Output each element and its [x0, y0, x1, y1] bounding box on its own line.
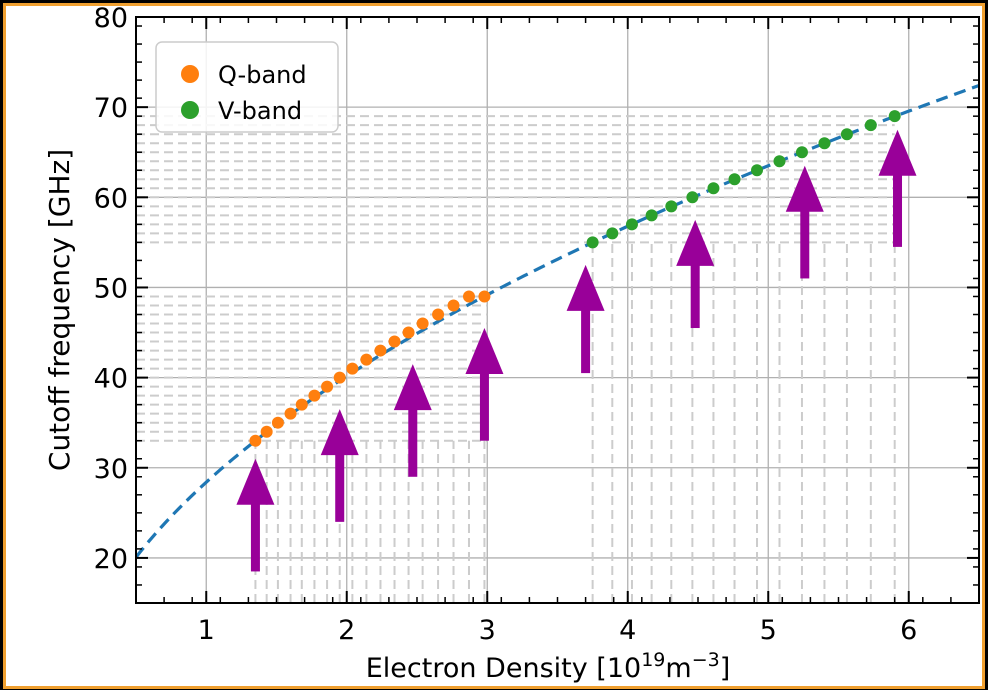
y-axis-label: Cutoff frequency [GHz]: [43, 149, 76, 471]
v-band-point: [795, 146, 808, 159]
y-tick-label: 30: [94, 454, 128, 485]
q-band-point: [402, 326, 415, 339]
v-band-point: [586, 236, 599, 249]
q-band-point: [284, 407, 297, 420]
q-band-point: [346, 362, 359, 375]
v-band-point: [665, 200, 678, 213]
v-band-point: [625, 218, 638, 231]
y-tick-label: 60: [94, 183, 128, 214]
q-band-point: [333, 371, 346, 384]
axis-ticks: 1 2 3 4 5 6 20 30 40 50 60 70 80: [94, 6, 980, 646]
v-band-point: [707, 182, 720, 195]
arrow-head: [676, 219, 715, 266]
up-arrow: [320, 409, 359, 522]
q-band-point: [374, 344, 387, 357]
x-axis-label: Electron Density [1019m−3]: [366, 649, 731, 684]
legend-marker-v-band: [181, 101, 199, 119]
arrow-head: [465, 328, 504, 375]
v-band-point: [751, 164, 764, 177]
band-comb-lines: [136, 115, 896, 603]
y-tick-label: 50: [94, 273, 128, 304]
data-points: [249, 110, 901, 447]
arrow-head: [320, 409, 359, 456]
q-band-point: [416, 317, 429, 330]
q-band-point: [447, 299, 460, 312]
x-tick-label: 5: [760, 615, 777, 646]
arrow-shaft: [581, 309, 591, 374]
arrow-head: [566, 264, 605, 311]
arrow-shaft: [479, 373, 489, 441]
arrow-shaft: [690, 264, 700, 329]
legend-label-v-band: V-band: [218, 97, 302, 125]
q-band-point: [249, 434, 262, 447]
q-band-point: [462, 290, 475, 303]
x-tick-label: 4: [619, 615, 636, 646]
arrow-head: [878, 129, 917, 176]
q-band-point: [388, 335, 401, 348]
x-tick-label: 2: [338, 615, 355, 646]
up-arrow: [566, 264, 605, 374]
up-arrow: [676, 219, 715, 329]
v-band-point: [888, 110, 901, 123]
arrow-shaft: [335, 454, 345, 522]
y-tick-label: 70: [94, 93, 128, 124]
q-band-point: [308, 389, 321, 402]
arrow-head: [393, 364, 432, 411]
chart-frame: 1 2 3 4 5 6 20 30 40 50 60 70 80 Q-band V-band Elect…: [3, 3, 985, 689]
legend-label-q-band: Q-band: [218, 61, 307, 89]
v-band-point: [773, 155, 786, 168]
arrow-shaft: [800, 210, 810, 279]
arrow-head: [236, 458, 275, 505]
y-tick-label: 80: [94, 6, 128, 34]
legend: Q-band V-band: [155, 41, 339, 133]
v-band-point: [686, 191, 699, 204]
q-band-point: [478, 290, 491, 303]
v-band-point: [840, 128, 853, 141]
arrow-shaft: [893, 174, 903, 247]
v-band-point: [864, 119, 877, 132]
v-band-point: [645, 209, 658, 222]
q-band-point: [360, 353, 373, 366]
up-arrow: [393, 364, 432, 477]
v-band-point: [728, 173, 741, 186]
q-band-point: [295, 398, 308, 411]
y-tick-label: 20: [94, 544, 128, 575]
cutoff-frequency-chart: 1 2 3 4 5 6 20 30 40 50 60 70 80 Q-band V-band Elect…: [43, 6, 980, 684]
x-tick-label: 6: [900, 615, 917, 646]
legend-box: [155, 41, 339, 133]
arrow-shaft: [408, 409, 418, 477]
x-tick-label: 1: [198, 615, 215, 646]
up-arrow: [785, 165, 824, 279]
q-band-point: [321, 380, 334, 393]
x-tick-label: 3: [479, 615, 496, 646]
q-band-point: [271, 416, 284, 429]
v-band-point: [606, 227, 619, 240]
arrow-shaft: [250, 503, 260, 572]
legend-marker-q-band: [181, 65, 199, 83]
y-tick-label: 40: [94, 364, 128, 395]
up-arrow: [236, 458, 275, 572]
arrows: [236, 129, 917, 572]
q-band-point: [432, 308, 445, 321]
q-band-point: [260, 425, 273, 438]
arrow-head: [785, 165, 824, 212]
up-arrow: [465, 328, 504, 441]
up-arrow: [878, 129, 917, 247]
v-band-point: [818, 137, 831, 150]
